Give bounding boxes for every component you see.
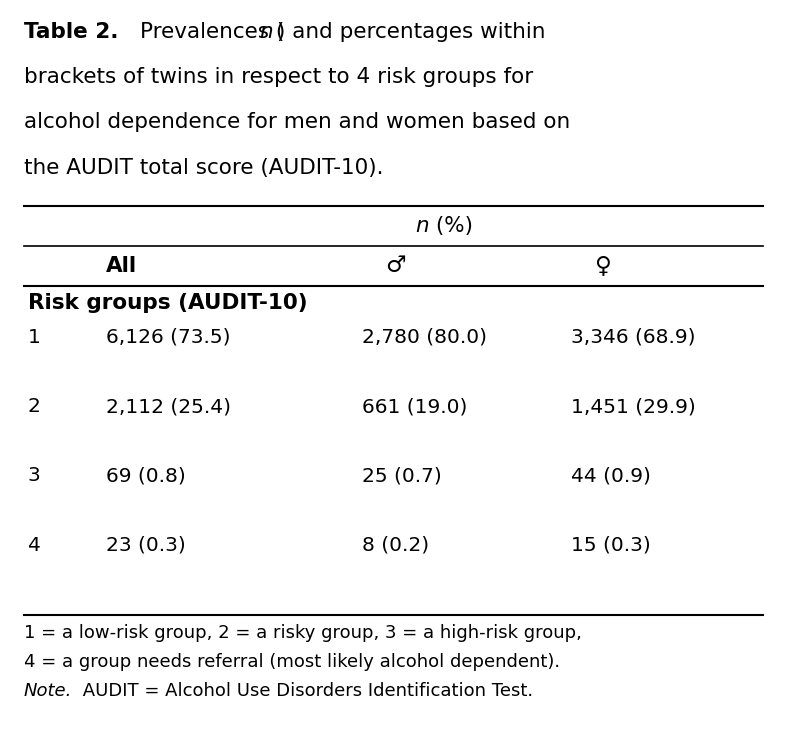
Text: 2: 2 xyxy=(28,397,40,416)
Text: 44 (0.9): 44 (0.9) xyxy=(571,466,650,485)
Text: 8 (0.2): 8 (0.2) xyxy=(362,536,429,555)
Text: 661 (19.0): 661 (19.0) xyxy=(362,397,467,416)
Text: Prevalences (: Prevalences ( xyxy=(140,22,284,42)
Text: 1: 1 xyxy=(28,328,40,347)
Text: ♀: ♀ xyxy=(594,254,611,277)
Text: 15 (0.3): 15 (0.3) xyxy=(571,536,650,555)
Text: Table 2.: Table 2. xyxy=(24,22,118,42)
Text: 3,346 (68.9): 3,346 (68.9) xyxy=(571,328,695,347)
Text: 2,780 (80.0): 2,780 (80.0) xyxy=(362,328,487,347)
Text: All: All xyxy=(106,255,138,276)
Text: 2,112 (25.4): 2,112 (25.4) xyxy=(106,397,231,416)
Text: ♂: ♂ xyxy=(386,254,406,277)
Text: 1 = a low-risk group, 2 = a risky group, 3 = a high-risk group,: 1 = a low-risk group, 2 = a risky group,… xyxy=(24,624,582,642)
Text: 1,451 (29.9): 1,451 (29.9) xyxy=(571,397,696,416)
Text: Note.: Note. xyxy=(24,683,72,700)
Text: 6,126 (73.5): 6,126 (73.5) xyxy=(106,328,231,347)
Text: 23 (0.3): 23 (0.3) xyxy=(106,536,186,555)
Text: Risk groups (AUDIT-10): Risk groups (AUDIT-10) xyxy=(28,293,307,313)
Text: ) and percentages within: ) and percentages within xyxy=(277,22,545,42)
Text: 4 = a group needs referral (most likely alcohol dependent).: 4 = a group needs referral (most likely … xyxy=(24,653,560,671)
Text: n: n xyxy=(260,22,273,42)
Text: (%): (%) xyxy=(429,216,473,237)
Text: 3: 3 xyxy=(28,466,40,485)
Text: 25 (0.7): 25 (0.7) xyxy=(362,466,442,485)
Text: AUDIT = Alcohol Use Disorders Identification Test.: AUDIT = Alcohol Use Disorders Identifica… xyxy=(77,683,534,700)
Text: 4: 4 xyxy=(28,536,40,555)
Text: brackets of twins in respect to 4 risk groups for: brackets of twins in respect to 4 risk g… xyxy=(24,67,533,87)
Text: alcohol dependence for men and women based on: alcohol dependence for men and women bas… xyxy=(24,112,570,132)
Text: 69 (0.8): 69 (0.8) xyxy=(106,466,186,485)
Text: the AUDIT total score (AUDIT-10).: the AUDIT total score (AUDIT-10). xyxy=(24,158,383,177)
Text: n: n xyxy=(416,216,429,237)
